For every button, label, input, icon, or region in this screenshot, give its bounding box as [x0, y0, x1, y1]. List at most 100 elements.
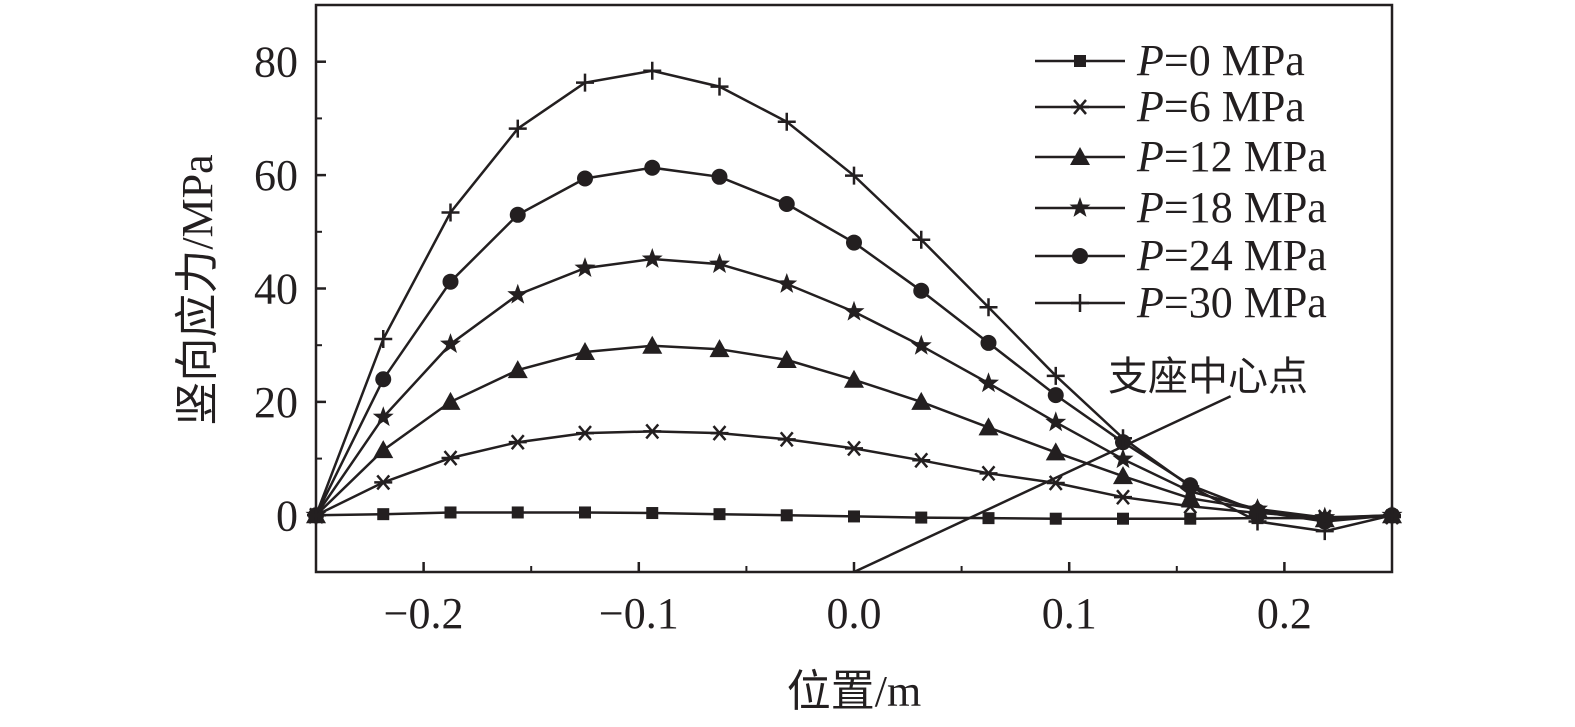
axes: −0.2 −0.1 0.0 0.1 0.2 0 20 40 60 80	[254, 3, 1394, 638]
legend-item: P=30 MPa	[1035, 278, 1327, 327]
marker-circle	[980, 334, 997, 351]
y-tick-label: 0	[276, 491, 298, 540]
marker-square	[1049, 512, 1062, 525]
legend-item: P=6 MPa	[1035, 82, 1305, 131]
marker-triangle	[776, 349, 797, 368]
marker-square	[1074, 55, 1086, 67]
marker-plus	[1071, 294, 1089, 312]
marker-circle	[778, 196, 795, 213]
marker-plus	[643, 61, 662, 80]
marker-triangle	[440, 391, 461, 410]
legend-item: P=12 MPa	[1035, 132, 1327, 181]
marker-circle	[913, 282, 930, 299]
y-axis-label: 竖向应力/MPa	[173, 154, 222, 425]
marker-triangle	[911, 391, 932, 410]
marker-asterisk	[441, 450, 460, 466]
marker-plus	[307, 506, 325, 525]
marker-asterisk	[576, 425, 594, 441]
marker-asterisk	[845, 440, 863, 457]
legend-label: P=0 MPa	[1136, 36, 1305, 85]
marker-plus	[374, 329, 393, 348]
marker-square	[1117, 512, 1129, 525]
legend-label: P=24 MPa	[1136, 231, 1327, 280]
marker-square	[982, 512, 995, 525]
marker-asterisk	[912, 452, 931, 469]
legend-label: P=18 MPa	[1136, 183, 1327, 232]
marker-square	[511, 506, 524, 519]
marker-asterisk	[710, 425, 729, 441]
marker-circle	[1072, 248, 1088, 264]
series-group	[305, 61, 1403, 541]
marker-plus	[1383, 506, 1401, 525]
x-tick-label: −0.2	[384, 589, 464, 638]
marker-triangle	[709, 339, 730, 358]
x-axis-label: 位置/m	[787, 667, 921, 716]
marker-star	[910, 334, 932, 355]
marker-plus	[508, 119, 527, 138]
marker-star	[440, 333, 461, 353]
marker-square	[1184, 512, 1197, 525]
marker-triangle	[373, 440, 394, 459]
legend-label: P=30 MPa	[1136, 278, 1327, 327]
marker-star	[507, 283, 529, 304]
marker-star	[709, 253, 730, 273]
marker-asterisk	[508, 434, 527, 450]
x-tick-label: 0.1	[1042, 589, 1097, 638]
marker-star	[574, 257, 596, 277]
marker-circle	[711, 168, 728, 185]
marker-plus	[1114, 429, 1132, 448]
marker-asterisk	[643, 423, 662, 440]
marker-triangle	[1180, 488, 1201, 507]
marker-triangle	[507, 360, 528, 379]
legend-value: =24 MPa	[1164, 231, 1327, 280]
marker-star	[843, 300, 865, 321]
marker-plus	[1046, 366, 1065, 385]
marker-square	[579, 506, 591, 519]
marker-circle	[1249, 503, 1266, 520]
marker-plus	[777, 112, 796, 131]
marker-square	[646, 507, 659, 520]
marker-triangle	[844, 369, 864, 388]
marker-triangle	[1045, 442, 1066, 461]
marker-star	[1045, 411, 1067, 432]
marker-square	[848, 510, 860, 523]
legend-item: P=18 MPa	[1035, 183, 1327, 232]
series-plus	[307, 61, 1401, 541]
marker-triangle	[978, 417, 999, 436]
marker-circle	[442, 273, 459, 290]
marker-circle	[577, 170, 593, 187]
annotation-label: 支座中心点	[1108, 354, 1308, 399]
marker-plus	[979, 298, 998, 317]
x-tick-label: 0.2	[1257, 589, 1312, 638]
marker-triangle	[1070, 147, 1090, 165]
series-asterisk	[307, 423, 1401, 525]
legend-p-symbol: P	[1136, 36, 1164, 85]
marker-star	[776, 273, 798, 293]
marker-circle	[846, 234, 862, 251]
marker-asterisk	[1114, 489, 1132, 505]
marker-asterisk	[777, 431, 796, 448]
legend-label: P=12 MPa	[1136, 132, 1327, 181]
marker-plus	[710, 77, 729, 96]
marker-asterisk	[979, 465, 998, 482]
marker-square	[713, 508, 726, 521]
y-tick-label: 40	[254, 265, 298, 314]
legend-p-symbol: P	[1136, 82, 1164, 131]
marker-asterisk	[374, 474, 393, 491]
legend-item: P=0 MPa	[1035, 36, 1305, 85]
marker-circle	[375, 371, 392, 388]
marker-square	[780, 509, 793, 522]
marker-star	[978, 372, 999, 393]
marker-star	[372, 406, 394, 427]
legend-p-symbol: P	[1136, 132, 1164, 181]
marker-square	[377, 508, 390, 521]
legend-label: P=6 MPa	[1136, 82, 1305, 131]
marker-star	[1112, 448, 1134, 469]
marker-triangle	[1113, 466, 1133, 485]
marker-circle	[509, 206, 526, 223]
marker-plus	[1248, 512, 1267, 531]
legend-p-symbol: P	[1136, 183, 1164, 232]
marker-square	[915, 511, 928, 524]
